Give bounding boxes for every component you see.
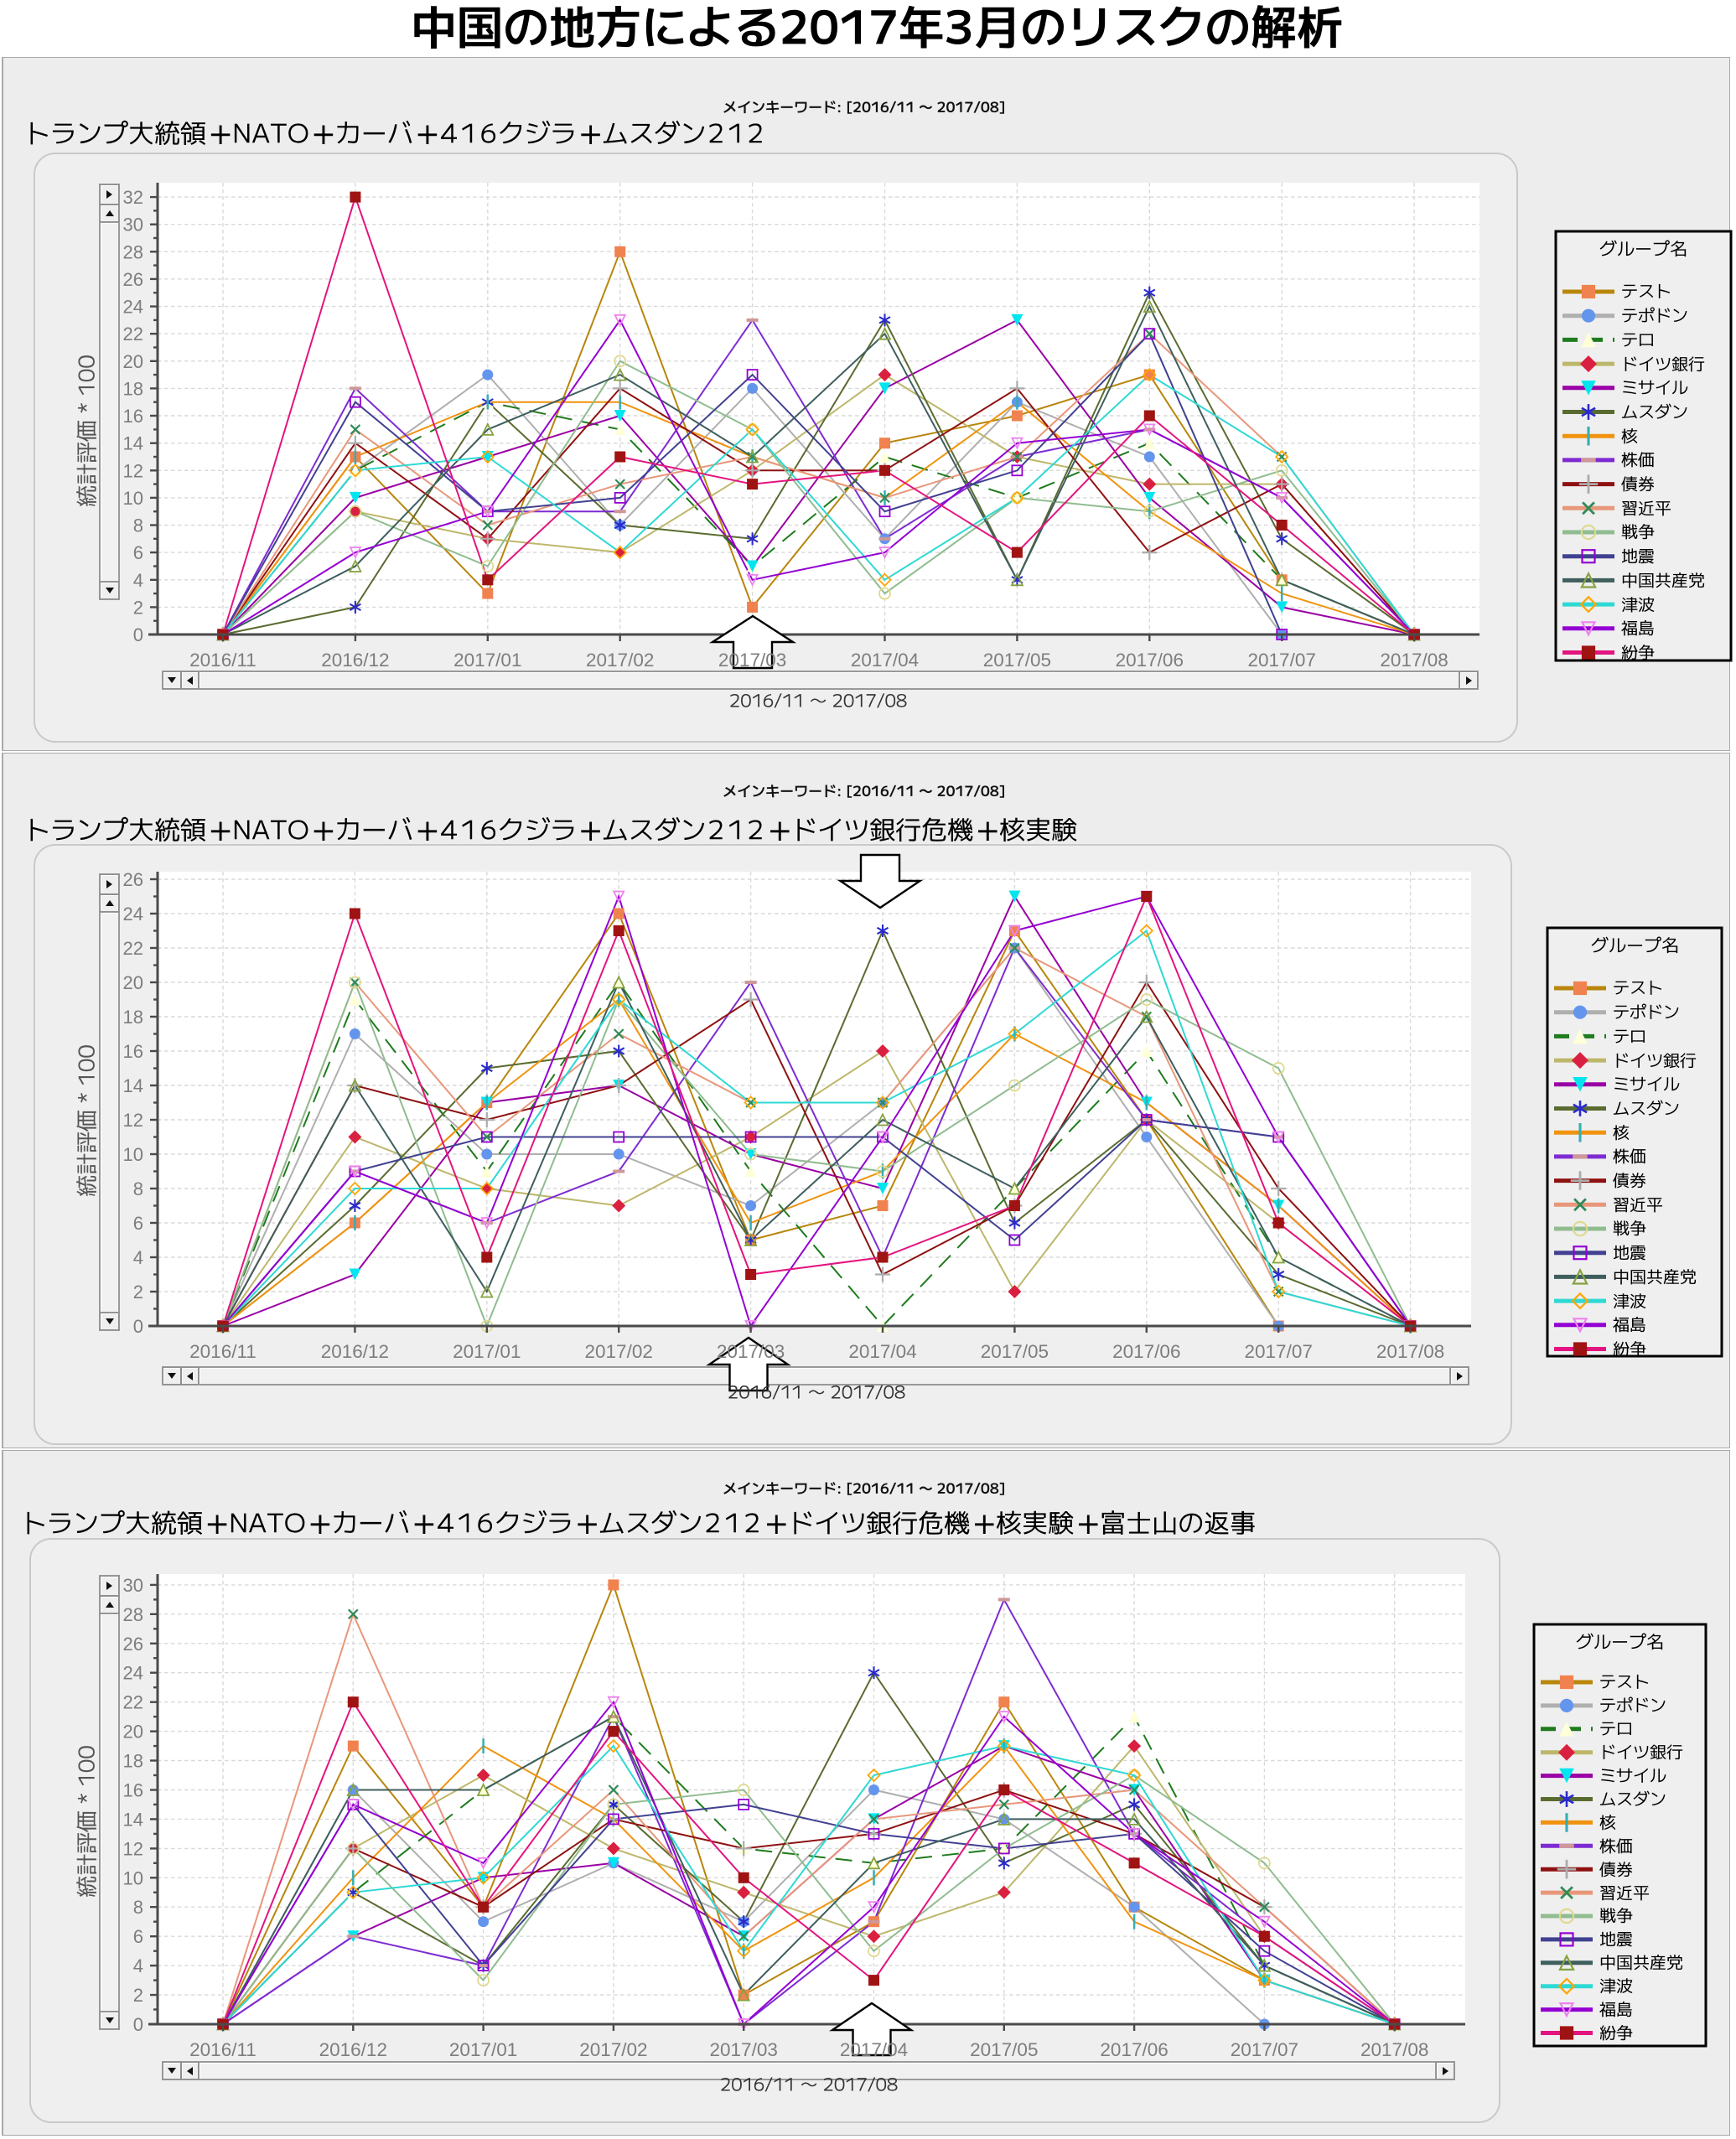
svg-text:2016/12: 2016/12 [321,1341,389,1362]
svg-text:20: 20 [123,972,143,993]
svg-text:2017/08: 2017/08 [1360,2039,1428,2060]
svg-text:2017/06: 2017/06 [1112,1341,1180,1362]
svg-text:4: 4 [133,570,143,591]
svg-text:26: 26 [123,869,143,890]
svg-text:2017/05: 2017/05 [983,650,1051,671]
svg-text:2017/04: 2017/04 [851,650,919,671]
svg-text:24: 24 [123,904,143,924]
svg-text:2017/01: 2017/01 [453,1341,521,1362]
svg-text:2017/07: 2017/07 [1245,1341,1313,1362]
svg-text:6: 6 [133,1213,143,1234]
svg-text:8: 8 [133,515,143,536]
svg-text:2016/11: 2016/11 [189,2039,257,2060]
svg-text:8: 8 [133,1178,143,1199]
svg-text:2017/08: 2017/08 [1380,650,1448,671]
svg-text:22: 22 [123,324,143,344]
svg-text:8: 8 [133,1897,143,1918]
svg-text:6: 6 [133,542,143,563]
svg-text:2017/04: 2017/04 [848,1341,916,1362]
svg-text:2017/02: 2017/02 [579,2039,647,2060]
svg-text:18: 18 [123,378,143,399]
svg-text:2017/02: 2017/02 [586,650,654,671]
svg-text:2017/05: 2017/05 [970,2039,1038,2060]
svg-text:2017/06: 2017/06 [1116,650,1184,671]
svg-text:2017/02: 2017/02 [585,1341,653,1362]
svg-text:2016/11: 2016/11 [189,1341,257,1362]
svg-text:10: 10 [123,488,143,509]
svg-text:24: 24 [123,1663,143,1684]
svg-text:14: 14 [123,1075,143,1096]
svg-text:2: 2 [133,597,143,618]
svg-text:28: 28 [123,1604,143,1625]
svg-text:2: 2 [133,1985,143,2006]
svg-text:2017/01: 2017/01 [449,2039,517,2060]
svg-text:14: 14 [123,433,143,454]
svg-text:12: 12 [123,1110,143,1131]
svg-text:18: 18 [123,1751,143,1772]
svg-text:2017/08: 2017/08 [1376,1341,1444,1362]
svg-text:12: 12 [123,460,143,481]
svg-text:0: 0 [133,624,143,645]
svg-text:2017/03: 2017/03 [717,1341,785,1362]
svg-text:2017/07: 2017/07 [1231,2039,1298,2060]
svg-text:0: 0 [133,2014,143,2035]
svg-text:2017/04: 2017/04 [840,2039,908,2060]
svg-text:4: 4 [133,1247,143,1268]
svg-text:16: 16 [123,1780,143,1801]
svg-text:22: 22 [123,1692,143,1713]
svg-text:16: 16 [123,1041,143,1062]
svg-text:2016/11: 2016/11 [189,650,257,671]
svg-text:2017/01: 2017/01 [453,650,521,671]
svg-text:2016/12: 2016/12 [319,2039,387,2060]
svg-text:18: 18 [123,1007,143,1028]
svg-text:26: 26 [123,1634,143,1655]
svg-text:12: 12 [123,1838,143,1859]
svg-text:2017/05: 2017/05 [981,1341,1049,1362]
svg-text:6: 6 [133,1926,143,1947]
svg-text:0: 0 [133,1316,143,1337]
svg-text:2016/12: 2016/12 [321,650,389,671]
svg-text:14: 14 [123,1809,143,1830]
svg-text:2017/03: 2017/03 [710,2039,778,2060]
svg-text:2017/06: 2017/06 [1100,2039,1168,2060]
svg-text:24: 24 [123,297,143,318]
svg-text:26: 26 [123,269,143,290]
svg-text:16: 16 [123,406,143,427]
svg-text:10: 10 [123,1867,143,1888]
svg-text:28: 28 [123,241,143,262]
svg-text:20: 20 [123,351,143,372]
svg-text:22: 22 [123,938,143,959]
svg-text:10: 10 [123,1144,143,1165]
svg-text:30: 30 [123,1575,143,1596]
svg-text:2017/03: 2017/03 [718,650,786,671]
svg-text:4: 4 [133,1955,143,1976]
svg-text:2: 2 [133,1282,143,1303]
svg-text:32: 32 [123,187,143,208]
svg-text:2017/07: 2017/07 [1248,650,1316,671]
svg-text:30: 30 [123,215,143,236]
svg-text:20: 20 [123,1722,143,1743]
